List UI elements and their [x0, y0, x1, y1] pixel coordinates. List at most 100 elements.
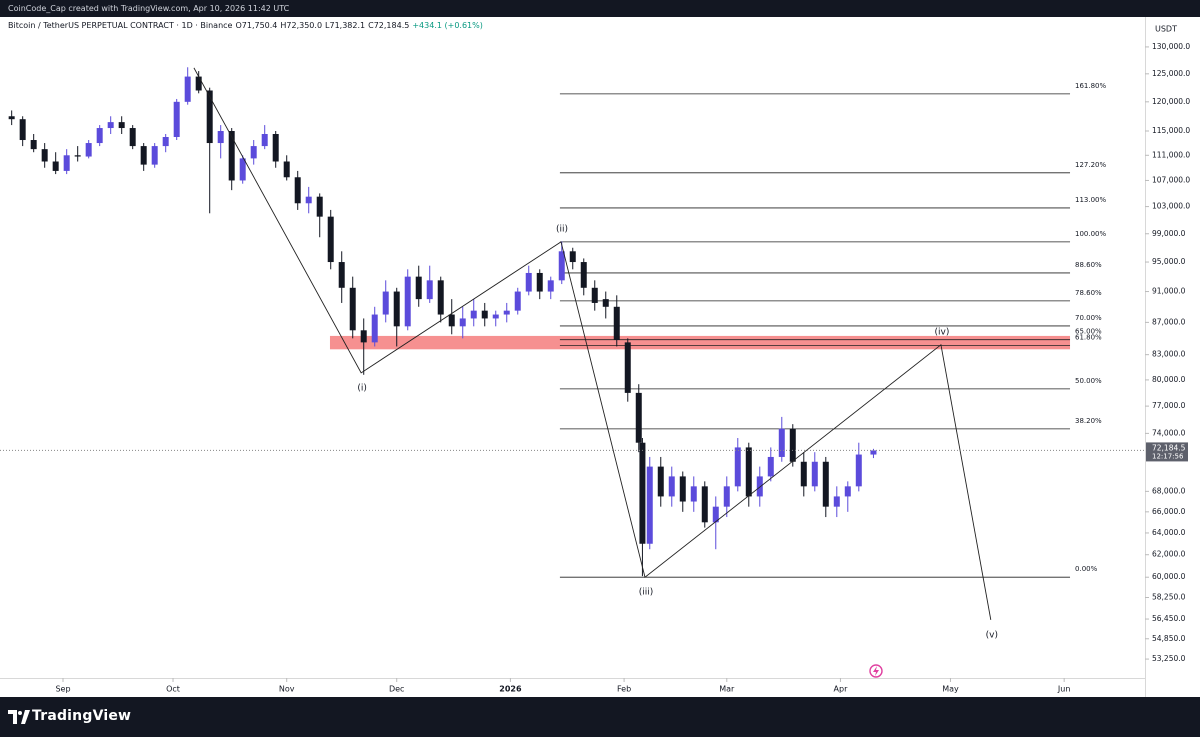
- fib-label: 0.00%: [1075, 565, 1098, 573]
- logo-icon: [8, 710, 30, 724]
- wave-label: (i): [357, 383, 367, 393]
- candle-body: [679, 476, 686, 502]
- candle-body: [228, 131, 235, 181]
- candle-body: [492, 314, 499, 319]
- candle-body: [8, 116, 15, 120]
- currency: USDT: [1155, 25, 1177, 34]
- candle-body: [778, 428, 785, 457]
- fib-label: 113.00%: [1075, 196, 1106, 204]
- candle-body: [789, 428, 796, 462]
- fib-label: 78.60%: [1075, 289, 1102, 297]
- candle-body: [536, 272, 543, 292]
- y-tick-label: 77,000.0: [1152, 401, 1186, 410]
- candle-body: [151, 146, 158, 165]
- x-tick-label: Nov: [279, 685, 295, 694]
- candle-body: [503, 310, 510, 315]
- candle-body: [250, 146, 257, 159]
- candle-body: [184, 76, 191, 102]
- y-tick-label: 91,000.0: [1152, 287, 1186, 296]
- candle-body: [855, 454, 862, 487]
- replay-icon[interactable]: [869, 664, 883, 678]
- candle-body: [558, 251, 565, 281]
- fib-label: 88.60%: [1075, 261, 1102, 269]
- fib-label: 127.20%: [1075, 161, 1106, 169]
- candle-body: [173, 101, 180, 138]
- candle-body: [360, 330, 367, 343]
- candle-body: [657, 466, 664, 497]
- candle-body: [30, 140, 37, 150]
- y-tick-label: 62,000.0: [1152, 550, 1186, 559]
- legend-value: L71,382.1: [325, 21, 366, 30]
- y-tick-label: 130,000.0: [1152, 42, 1190, 51]
- x-tick-label: May: [942, 685, 959, 694]
- candle-body: [52, 161, 59, 171]
- last-price-label: 72,184.5: [1152, 443, 1186, 452]
- candle-body: [811, 461, 818, 487]
- candle-body: [668, 476, 675, 497]
- candle-body: [129, 128, 136, 147]
- wave-line: [193, 67, 992, 620]
- candle-body: [382, 291, 389, 315]
- candle-body: [602, 299, 609, 307]
- candle-body: [107, 122, 114, 129]
- y-tick-label: 115,000.0: [1152, 126, 1190, 135]
- candle-body: [162, 137, 169, 147]
- y-tick-label: 83,000.0: [1152, 350, 1186, 359]
- candle-body: [470, 310, 477, 319]
- candle-body: [701, 486, 708, 523]
- candle-body: [415, 276, 422, 300]
- candle-body: [272, 133, 279, 162]
- candle-body: [206, 90, 213, 144]
- candle-body: [140, 146, 147, 165]
- candle-body: [261, 133, 268, 147]
- last-price-box: [1146, 442, 1188, 462]
- candle-body: [349, 287, 356, 331]
- candle-body: [448, 314, 455, 327]
- fib-label: 50.00%: [1075, 377, 1102, 385]
- fib-label: 38.20%: [1075, 417, 1102, 425]
- y-tick-label: 66,000.0: [1152, 507, 1186, 516]
- candle-body: [195, 76, 202, 91]
- y-tick-label: 99,000.0: [1152, 229, 1186, 238]
- candle-body: [690, 486, 697, 502]
- wave-label: (iv): [935, 327, 950, 337]
- y-tick-label: 103,000.0: [1152, 202, 1190, 211]
- candle-body: [74, 155, 81, 157]
- y-tick-label: 95,000.0: [1152, 257, 1186, 266]
- candle-body: [63, 155, 70, 171]
- candle-body: [635, 392, 642, 443]
- legend-value: +434.1 (+0.61%): [412, 21, 483, 30]
- candle-body: [239, 158, 246, 181]
- y-tick-label: 54,850.0: [1152, 634, 1186, 643]
- candle-body: [734, 447, 741, 487]
- candle-body: [85, 143, 92, 157]
- y-tick-label: 56,450.0: [1152, 614, 1186, 623]
- candle-body: [426, 280, 433, 300]
- fib-label: 161.80%: [1075, 82, 1106, 90]
- candle-body: [756, 476, 763, 497]
- legend-value: H72,350.0: [280, 21, 323, 30]
- candle-body: [646, 466, 653, 544]
- fib-label: 70.00%: [1075, 314, 1102, 322]
- x-tick-label: Dec: [389, 685, 404, 694]
- candle-body: [639, 442, 646, 544]
- candle-body: [459, 318, 466, 327]
- wave-label: (v): [986, 630, 998, 640]
- candle-body: [580, 262, 587, 288]
- candle-body: [437, 280, 444, 315]
- footer: TradingView: [0, 697, 1200, 737]
- y-tick-label: 74,000.0: [1152, 428, 1186, 437]
- candle-body: [547, 280, 554, 292]
- fib-label: 100.00%: [1075, 230, 1106, 238]
- x-tick-label: Jun: [1057, 685, 1071, 694]
- y-tick-label: 111,000.0: [1152, 150, 1190, 159]
- candle-body: [767, 456, 774, 477]
- candle-body: [305, 196, 312, 204]
- brand: TradingView: [32, 708, 132, 724]
- candle-body: [19, 119, 26, 141]
- legend: Bitcoin / TetherUS PERPETUAL CONTRACT · …: [8, 21, 486, 30]
- candle-body: [371, 314, 378, 343]
- candle-body: [41, 149, 48, 162]
